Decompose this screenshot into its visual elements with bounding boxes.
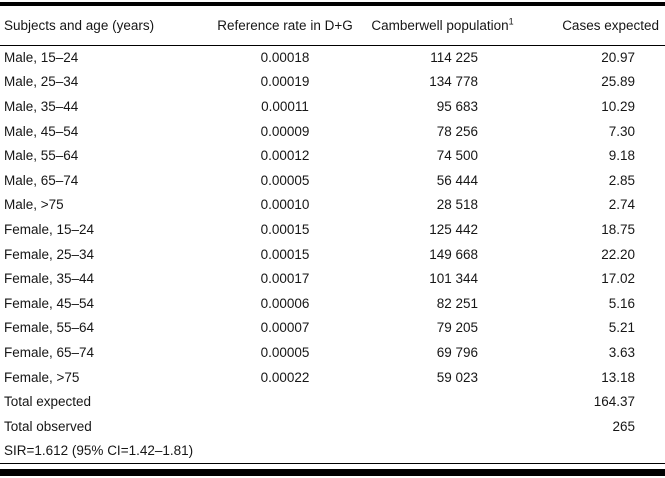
population-cell: 74 500 [436, 148, 478, 164]
rate-cell: 0.00010 [260, 197, 310, 213]
expected-cell: 25.89 [601, 74, 635, 90]
table-body: Male, 15–24 0.00018 114 225 20.97 Male, … [0, 45, 665, 439]
table-row: Female, 15–24 0.00015 125 442 18.75 [0, 217, 665, 242]
population-cell: 134 778 [429, 74, 478, 90]
subject-cell: Female, 55–64 [4, 320, 95, 336]
population-cell: 56 444 [436, 172, 478, 188]
population-cell: 79 205 [436, 320, 478, 336]
population-cell: 95 683 [436, 98, 478, 114]
subject-cell: Male, 35–44 [4, 98, 79, 114]
expected-cell: 20.97 [601, 50, 635, 66]
table-footer: SIR=1.612 (95% CI=1.42–1.81) [0, 439, 665, 464]
population-cell [365, 414, 520, 439]
expected-cell: 18.75 [601, 221, 635, 237]
population-cell: 101 344 [429, 271, 478, 287]
table-row: Female, 35–44 0.00017 101 344 17.02 [0, 266, 665, 291]
population-cell: 125 442 [429, 221, 478, 237]
subject-cell: Male, 25–34 [4, 74, 79, 90]
header-camberwell-population-label: Camberwell population [371, 17, 509, 33]
subject-cell: Total expected [4, 394, 92, 410]
expected-cell: 17.02 [601, 271, 635, 287]
population-cell: 82 251 [436, 295, 478, 311]
expected-cell: 5.16 [608, 295, 635, 311]
expected-cell: 13.18 [601, 369, 635, 385]
rate-cell: 0.00005 [260, 172, 310, 188]
table-row: Male, 65–74 0.00005 56 444 2.85 [0, 168, 665, 193]
sir-expected-cases-table: Subjects and age (years) Reference rate … [0, 6, 665, 464]
rate-cell: 0.00011 [261, 98, 309, 114]
population-cell: 149 668 [429, 246, 478, 262]
rate-cell: 0.00019 [260, 74, 310, 90]
rate-cell: 0.00015 [260, 221, 310, 237]
rate-cell: 0.00012 [260, 148, 310, 164]
rate-cell: 0.00018 [260, 50, 310, 66]
population-footnote-marker: 1 [508, 16, 514, 27]
table-row: Total expected 164.37 [0, 389, 665, 414]
table-row: Male, 25–34 0.00019 134 778 25.89 [0, 70, 665, 95]
header-cases-expected: Cases expected [520, 6, 665, 46]
table-top-rule [0, 2, 665, 6]
expected-cell: 2.85 [608, 172, 635, 188]
table-row: Male, 15–24 0.00018 114 225 20.97 [0, 45, 665, 70]
subject-cell: Male, 55–64 [4, 148, 79, 164]
expected-cell: 7.30 [608, 123, 635, 139]
subject-cell: Male, 15–24 [4, 50, 79, 66]
table-row: Total observed 265 [0, 414, 665, 439]
subject-cell: Male, 45–54 [4, 123, 79, 139]
rate-cell [205, 389, 365, 414]
expected-cell: 265 [612, 418, 635, 434]
table-bottom-rule [0, 468, 665, 476]
expected-cell: 10.29 [601, 98, 635, 114]
subject-cell: Female, 65–74 [4, 344, 95, 360]
subject-cell: Female, 45–54 [4, 295, 95, 311]
rate-cell: 0.00017 [260, 271, 310, 287]
rate-cell: 0.00005 [260, 344, 310, 360]
subject-cell: Male, 65–74 [4, 172, 79, 188]
subject-cell: Female, >75 [4, 369, 80, 385]
table-row: Female, 45–54 0.00006 82 251 5.16 [0, 291, 665, 316]
subject-cell: Total observed [4, 418, 92, 434]
table-row: Female, >75 0.00022 59 023 13.18 [0, 365, 665, 390]
expected-cell: 22.20 [601, 246, 635, 262]
table-row: Female, 25–34 0.00015 149 668 22.20 [0, 242, 665, 267]
expected-cell: 5.21 [608, 320, 635, 336]
table-row: Female, 65–74 0.00005 69 796 3.63 [0, 340, 665, 365]
table-row: Male, >75 0.00010 28 518 2.74 [0, 193, 665, 218]
table-row: Male, 55–64 0.00012 74 500 9.18 [0, 143, 665, 168]
rate-cell: 0.00009 [260, 123, 310, 139]
table-row: Male, 45–54 0.00009 78 256 7.30 [0, 119, 665, 144]
table-row: Male, 35–44 0.00011 95 683 10.29 [0, 94, 665, 119]
expected-cell: 2.74 [608, 197, 635, 213]
header-subjects-and-age: Subjects and age (years) [0, 6, 205, 46]
expected-cell: 9.18 [608, 148, 635, 164]
rate-cell [205, 414, 365, 439]
population-cell: 28 518 [436, 197, 478, 213]
population-cell: 59 023 [436, 369, 478, 385]
expected-cell: 3.63 [608, 344, 635, 360]
expected-cell: 164.37 [593, 394, 635, 410]
header-row: Subjects and age (years) Reference rate … [0, 6, 665, 46]
population-cell: 69 796 [436, 344, 478, 360]
rate-cell: 0.00022 [260, 369, 310, 385]
population-cell [365, 389, 520, 414]
header-camberwell-population: Camberwell population1 [365, 6, 520, 46]
rate-cell: 0.00006 [260, 295, 310, 311]
header-reference-rate: Reference rate in D+G [205, 6, 365, 46]
subject-cell: Female, 35–44 [4, 271, 95, 287]
population-cell: 114 225 [430, 50, 478, 66]
subject-cell: Male, >75 [4, 197, 64, 213]
table-header: Subjects and age (years) Reference rate … [0, 6, 665, 46]
subject-cell: Female, 25–34 [4, 246, 95, 262]
sir-result-note: SIR=1.612 (95% CI=1.42–1.81) [4, 443, 194, 459]
rate-cell: 0.00007 [260, 320, 310, 336]
subject-cell: Female, 15–24 [4, 221, 95, 237]
population-cell: 78 256 [436, 123, 478, 139]
table-row: Female, 55–64 0.00007 79 205 5.21 [0, 316, 665, 341]
rate-cell: 0.00015 [260, 246, 310, 262]
footer-row: SIR=1.612 (95% CI=1.42–1.81) [0, 439, 665, 464]
